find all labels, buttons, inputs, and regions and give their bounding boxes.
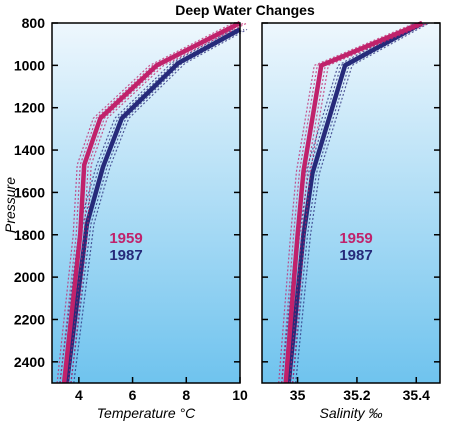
series-1959-envelope <box>278 22 416 384</box>
x-tick-label: 35 <box>290 387 306 403</box>
y-axis-label: Pressure <box>2 177 18 233</box>
chart-title: Deep Water Changes <box>175 2 315 18</box>
series-1959-envelope <box>292 22 430 384</box>
x-axis-label: Temperature °C <box>97 405 196 421</box>
pressure-axis: 800 1000 1200 1400 1600 1800 2000 2200 2400 <box>14 15 45 370</box>
x-tick-label: 4 <box>75 387 83 403</box>
y-tick-label: 2000 <box>14 269 45 285</box>
x-tick-label: 35.2 <box>343 387 370 403</box>
y-tick-label: 2200 <box>14 311 45 327</box>
y-tick-label: 2400 <box>14 354 45 370</box>
series-1987-envelope <box>73 28 248 384</box>
series-1987-line <box>64 27 242 384</box>
series-1959-line <box>61 20 242 384</box>
x-tick-label: 8 <box>182 387 190 403</box>
series-1987-envelope <box>70 28 245 384</box>
y-tick-label: 1200 <box>14 100 45 116</box>
series-1959-envelope <box>70 22 248 384</box>
y-tick-label: 1800 <box>14 227 45 243</box>
y-tick-label: 800 <box>22 15 46 31</box>
y-tick-label: 1400 <box>14 142 45 158</box>
plot-frame <box>261 22 441 384</box>
legend-1959: 1959 <box>339 230 372 247</box>
y-tick-label: 1000 <box>14 57 45 73</box>
series-1959-line <box>283 20 424 384</box>
series-1987-line <box>286 21 424 384</box>
series-1987-envelope <box>295 22 430 384</box>
x-axis-label: Salinity ‰ <box>319 405 382 421</box>
series-1987-envelope <box>281 22 416 384</box>
legend-1987: 1987 <box>339 247 372 264</box>
x-tick-label: 10 <box>232 387 248 403</box>
series-1959-envelope <box>56 22 234 384</box>
legend-1959: 1959 <box>109 230 142 247</box>
x-tick-label: 6 <box>129 387 137 403</box>
x-tick-label: 35.4 <box>403 387 430 403</box>
y-tick-label: 1600 <box>14 184 45 200</box>
legend-1987: 1987 <box>109 247 142 264</box>
plot-frame <box>51 22 241 384</box>
